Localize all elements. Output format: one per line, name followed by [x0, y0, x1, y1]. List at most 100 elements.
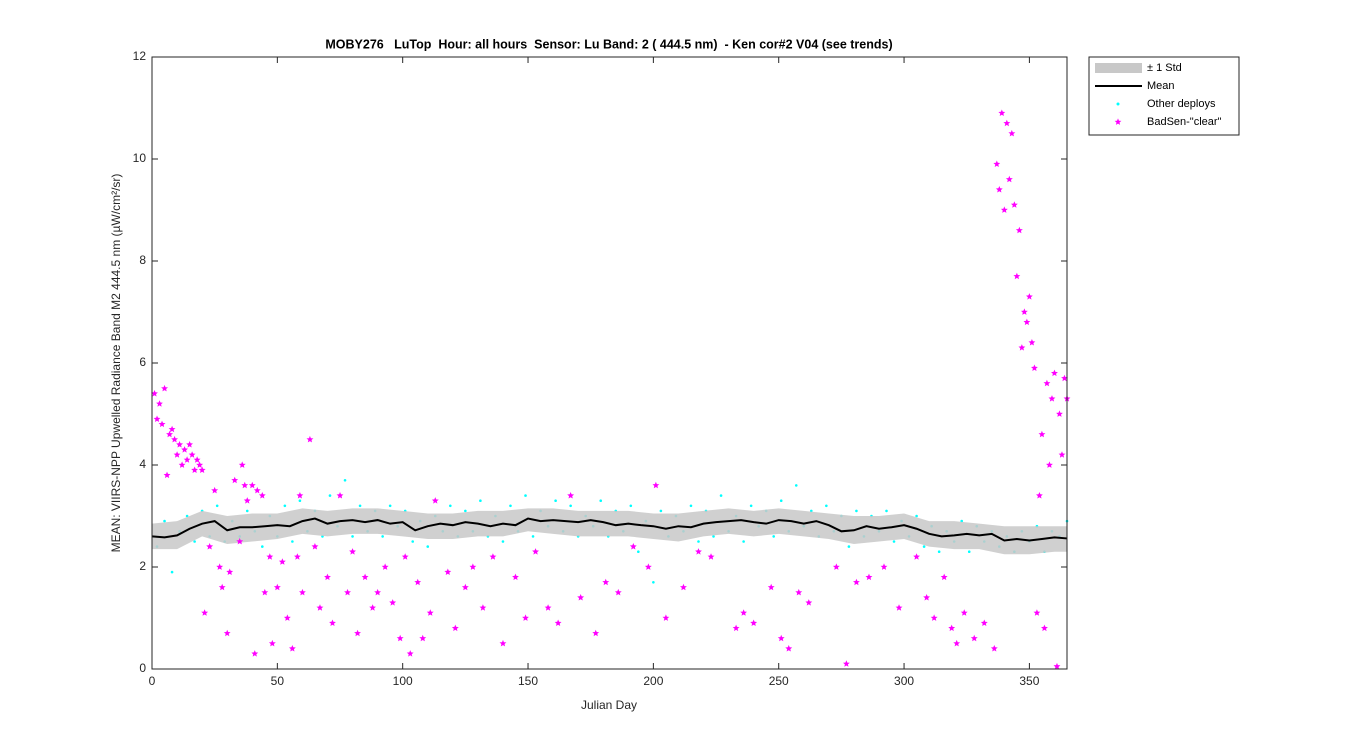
- star-point: [361, 573, 369, 581]
- star-point: [740, 609, 747, 616]
- star-point: [444, 568, 452, 575]
- x-tick-label: 50: [271, 674, 285, 688]
- star-point: [1046, 461, 1053, 468]
- legend: ± 1 Std Mean Other deploys BadSen-"clear": [1095, 62, 1222, 128]
- y-tick-label: 8: [139, 253, 146, 267]
- star-point: [1061, 374, 1068, 382]
- star-point: [843, 660, 850, 667]
- star-point: [324, 573, 331, 581]
- point: [479, 499, 482, 503]
- y-tick-label: 2: [139, 559, 146, 573]
- legend-swatch: [1116, 102, 1120, 106]
- star-point: [469, 563, 477, 570]
- x-tick-label: 250: [769, 674, 789, 688]
- x-tick-label: 0: [149, 674, 156, 688]
- legend-swatch: [1114, 118, 1122, 125]
- star-point: [226, 568, 234, 575]
- star-point: [419, 634, 427, 642]
- point: [215, 504, 219, 508]
- point: [298, 499, 302, 503]
- star-point: [777, 634, 785, 642]
- star-point: [451, 624, 459, 632]
- star-point: [406, 650, 414, 657]
- star-point: [1031, 364, 1038, 371]
- star-point: [396, 634, 404, 642]
- point: [892, 540, 896, 543]
- star-point: [785, 645, 793, 652]
- star-point: [1003, 119, 1011, 127]
- point: [569, 504, 572, 508]
- star-point: [930, 614, 938, 621]
- star-point: [329, 619, 336, 626]
- point: [937, 550, 941, 553]
- star-point: [294, 553, 301, 560]
- star-point: [499, 639, 507, 647]
- star-point: [218, 583, 226, 591]
- star-point: [732, 624, 740, 632]
- star-point: [296, 492, 304, 499]
- star-point: [1051, 369, 1058, 377]
- star-point: [1021, 308, 1028, 315]
- star-point: [1038, 430, 1046, 438]
- star-point: [923, 594, 930, 601]
- y-tick-label: 6: [139, 355, 146, 369]
- point: [524, 494, 527, 497]
- star-point: [251, 650, 259, 657]
- star-point: [201, 609, 209, 616]
- point: [291, 540, 294, 543]
- star-point: [1008, 129, 1016, 137]
- star-point: [832, 563, 840, 570]
- point: [712, 535, 715, 538]
- legend-label: Mean: [1147, 80, 1175, 92]
- star-point: [216, 563, 224, 570]
- star-point: [1015, 226, 1023, 234]
- star-point: [278, 558, 286, 565]
- star-point: [695, 548, 702, 555]
- point: [501, 540, 505, 543]
- star-point: [354, 629, 361, 637]
- star-point: [344, 588, 351, 596]
- x-tick-label: 200: [643, 674, 663, 688]
- star-point: [241, 481, 249, 489]
- star-point: [880, 563, 888, 570]
- star-point: [532, 548, 539, 555]
- star-point: [629, 543, 637, 550]
- star-point: [374, 588, 381, 596]
- star-point: [151, 390, 158, 397]
- star-point: [268, 639, 276, 647]
- star-point: [381, 563, 389, 570]
- star-point: [253, 486, 261, 494]
- star-point: [289, 645, 296, 652]
- legend-swatch: [1095, 63, 1142, 73]
- star-point: [479, 604, 487, 611]
- star-point: [995, 186, 1003, 193]
- star-point: [1043, 379, 1051, 387]
- star-point: [283, 614, 291, 621]
- legend-label: BadSen-"clear": [1147, 116, 1222, 128]
- point: [637, 550, 640, 553]
- star-point: [1048, 395, 1056, 402]
- star-point: [913, 553, 920, 560]
- star-point: [156, 400, 163, 407]
- point: [885, 509, 888, 513]
- star-point: [273, 583, 281, 591]
- star-point: [489, 553, 497, 560]
- star-point: [1023, 318, 1031, 326]
- star-point: [389, 599, 397, 606]
- star-point: [191, 466, 198, 473]
- star-point: [196, 461, 204, 468]
- star-point: [522, 614, 529, 621]
- star-point: [336, 492, 344, 499]
- x-tick-label: 150: [518, 674, 538, 688]
- star-point: [1018, 344, 1026, 351]
- star-point: [652, 481, 660, 489]
- point: [652, 581, 655, 584]
- point: [531, 535, 535, 538]
- x-tick-label: 350: [1019, 674, 1039, 688]
- star-point: [577, 594, 585, 601]
- star-point: [980, 619, 988, 626]
- point: [388, 504, 392, 508]
- star-point: [1058, 451, 1066, 458]
- chart-title: MOBY276 LuTop Hour: all hours Sensor: Lu…: [325, 37, 892, 51]
- point: [343, 479, 347, 482]
